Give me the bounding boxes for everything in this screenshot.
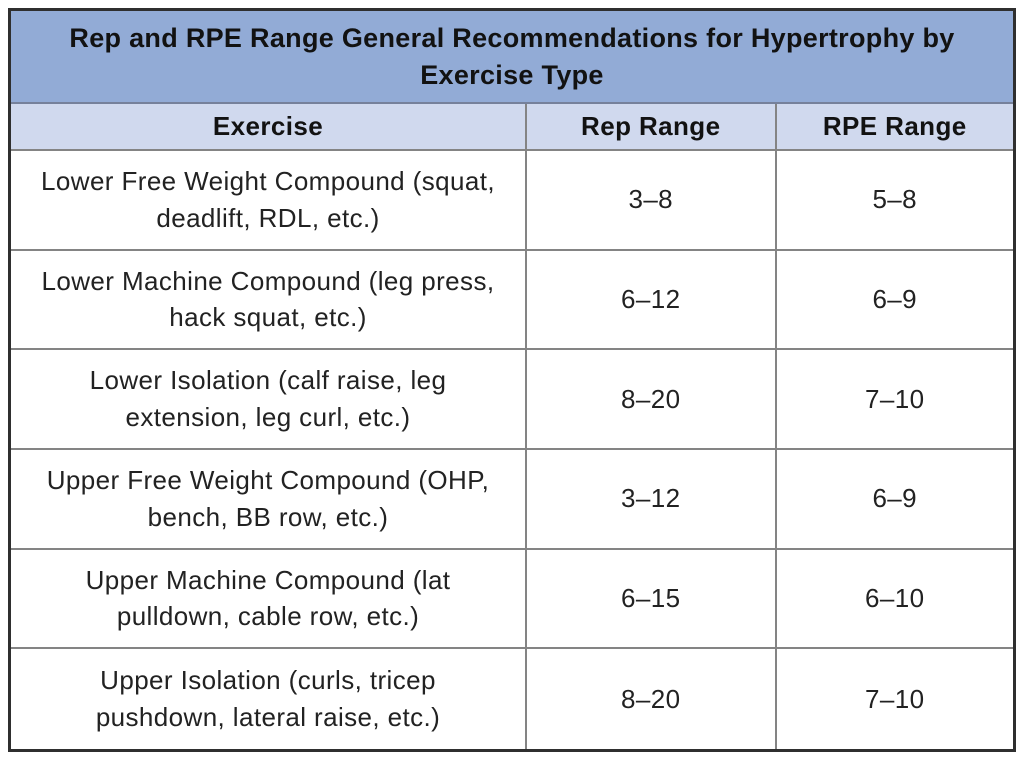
table-grid: Exercise Rep Range RPE Range Lower Free … xyxy=(11,104,1013,749)
exercise-cell: Lower Machine Compound (leg press, hack … xyxy=(11,250,528,351)
rep-range-cell: 3–12 xyxy=(527,449,777,550)
exercise-cell: Upper Free Weight Compound (OHP, bench, … xyxy=(11,449,528,550)
rpe-range-cell: 7–10 xyxy=(776,649,1013,749)
rep-range-cell: 6–12 xyxy=(527,250,777,351)
exercise-cell: Lower Free Weight Compound (squat, deadl… xyxy=(11,151,528,251)
rpe-range-cell: 5–8 xyxy=(776,151,1013,251)
exercise-cell: Lower Isolation (calf raise, leg extensi… xyxy=(11,350,528,450)
rpe-range-cell: 6–9 xyxy=(776,449,1013,550)
rep-range-cell: 8–20 xyxy=(527,350,777,450)
rep-range-cell: 6–15 xyxy=(527,549,777,650)
rep-range-cell: 3–8 xyxy=(527,151,777,251)
rpe-range-cell: 6–10 xyxy=(776,549,1013,650)
column-header-rep-range: Rep Range xyxy=(527,104,777,151)
rpe-range-cell: 7–10 xyxy=(776,350,1013,450)
recommendations-table: Rep and RPE Range General Recommendation… xyxy=(8,8,1016,752)
column-header-exercise: Exercise xyxy=(11,104,528,151)
rpe-range-cell: 6–9 xyxy=(776,250,1013,351)
exercise-cell: Upper Machine Compound (lat pulldown, ca… xyxy=(11,549,528,650)
column-header-rpe-range: RPE Range xyxy=(776,104,1013,151)
table-title: Rep and RPE Range General Recommendation… xyxy=(11,11,1013,104)
rep-range-cell: 8–20 xyxy=(527,649,777,749)
exercise-cell: Upper Isolation (curls, tricep pushdown,… xyxy=(11,649,528,749)
